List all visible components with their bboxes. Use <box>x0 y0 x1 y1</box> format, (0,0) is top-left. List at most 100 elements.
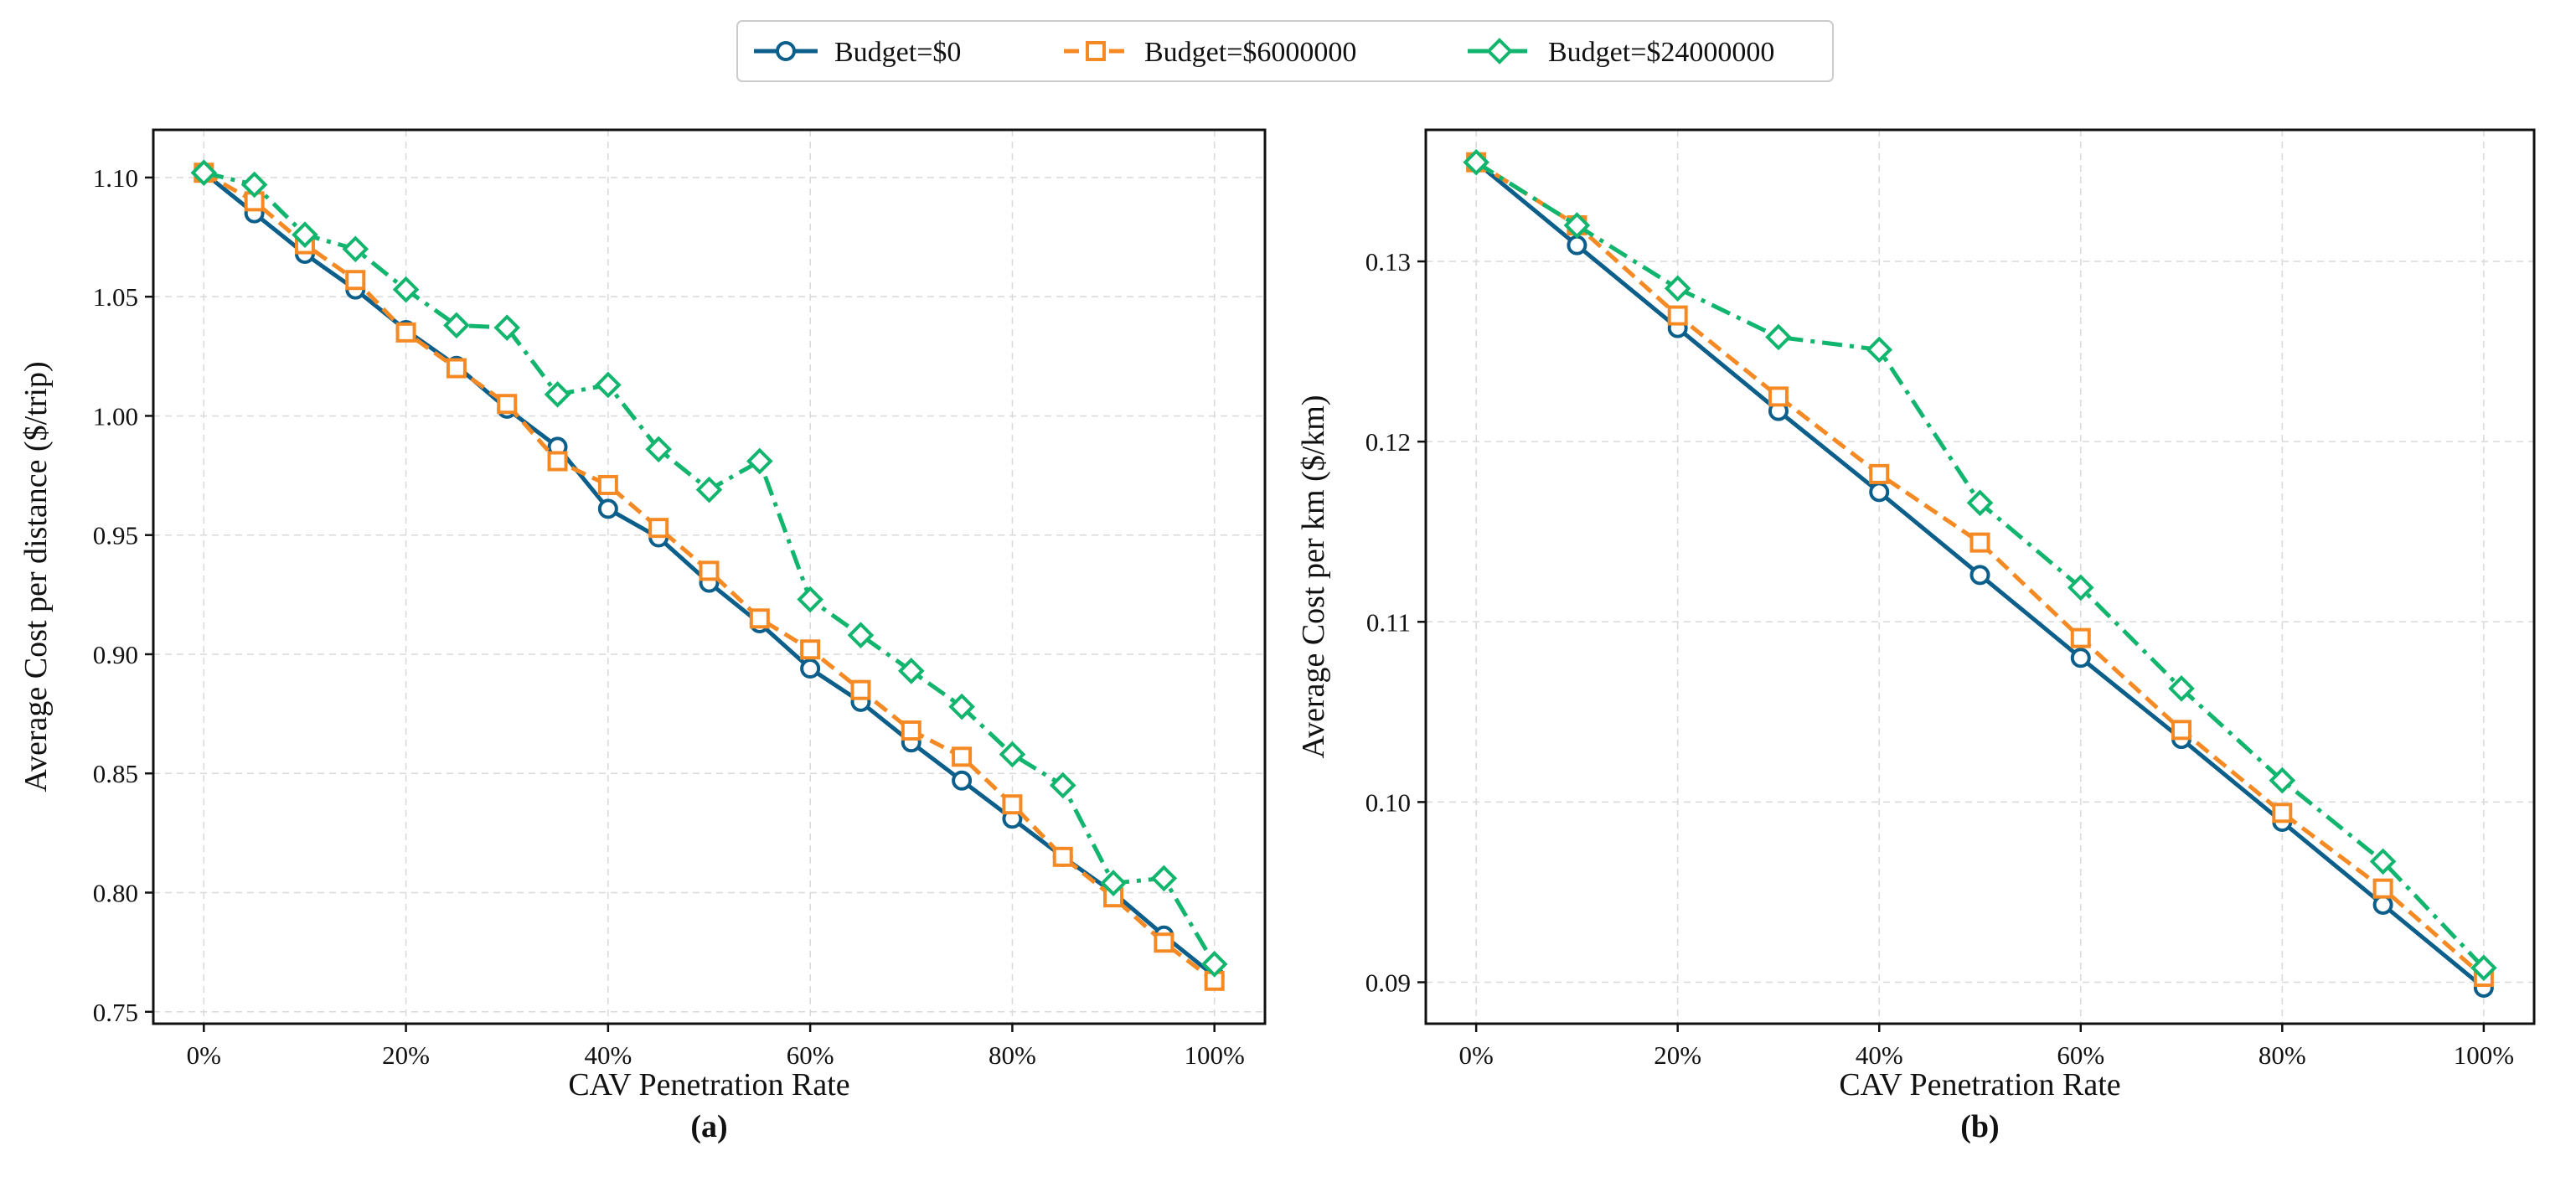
legend-entry-2: Budget=$24000000 <box>1468 37 1774 68</box>
x-tick-label-0: 0% <box>187 1040 221 1070</box>
data-point-s2-5 <box>443 312 470 339</box>
data-point-s1-8 <box>2272 803 2293 823</box>
data-point-s2-18 <box>1100 870 1127 896</box>
data-point-s2-10 <box>695 476 723 503</box>
y-tick-label-0: 0.09 <box>1365 968 1411 998</box>
data-point-s2-7 <box>2168 675 2195 702</box>
y-tick-label-2: 0.85 <box>93 759 138 788</box>
data-point-s2-1 <box>240 171 268 199</box>
data-point-s0-8 <box>597 498 618 519</box>
data-point-s2-15 <box>948 693 975 720</box>
data-point-s1-16 <box>1002 794 1023 815</box>
series-line-1 <box>1474 160 2486 978</box>
data-point-s1-12 <box>800 639 821 660</box>
data-point-s0-5 <box>1969 565 1990 586</box>
x-tick-label-1: 20% <box>1654 1040 1701 1070</box>
data-point-s1-13 <box>850 679 871 700</box>
data-point-s1-15 <box>952 746 973 767</box>
data-point-s2-2 <box>292 221 318 249</box>
data-point-s2-6 <box>2067 574 2094 601</box>
data-point-s2-3 <box>1765 323 1792 351</box>
x-axis-label: CAV Penetration Rate <box>1839 1067 2120 1102</box>
x-tick-label-5: 100% <box>2454 1040 2514 1070</box>
data-point-s2-10 <box>2470 954 2497 982</box>
data-point-s2-1 <box>1563 212 1591 239</box>
panel-label: (b) <box>1960 1109 1999 1144</box>
data-point-s2-13 <box>847 622 875 649</box>
x-tick-label-5: 100% <box>1185 1040 1245 1070</box>
data-point-s1-10 <box>699 560 720 581</box>
y-tick-label-1: 0.10 <box>1365 787 1411 817</box>
y-tick-label-0: 0.75 <box>93 998 138 1027</box>
data-point-s1-9 <box>648 518 669 539</box>
data-point-s2-0 <box>190 159 218 187</box>
data-point-s1-17 <box>1052 846 1073 867</box>
x-tick-label-3: 60% <box>2057 1040 2104 1070</box>
data-point-s1-14 <box>901 720 921 741</box>
x-tick-label-1: 20% <box>382 1040 430 1070</box>
legend-entry-0: Budget=$0 <box>754 37 961 68</box>
data-point-s2-16 <box>999 741 1026 768</box>
data-point-s0-9 <box>2372 895 2393 916</box>
chart-panel-b: 0% 20% 40% 60% 80% 100% 0.09 0.10 0.11 0.12 0.13 CA… <box>1296 128 2536 1144</box>
data-point-s2-5 <box>1966 489 1994 517</box>
data-point-s1-2 <box>1667 305 1688 326</box>
data-point-s0-1 <box>1567 235 1587 256</box>
x-tick-label-3: 60% <box>787 1040 834 1070</box>
data-point-s0-4 <box>1869 482 1890 503</box>
chart-panel-a: 0% 20% 40% 60% 80% 100% 0.75 0.80 0.85 0.90 0.95 1.… <box>18 128 1267 1144</box>
legend-label-1: Budget=$6000000 <box>1144 37 1356 68</box>
data-point-s0-6 <box>2070 648 2091 669</box>
data-point-s2-6 <box>493 314 521 341</box>
data-point-s2-3 <box>342 235 369 263</box>
data-point-s0-12 <box>800 658 821 679</box>
data-point-s1-19 <box>1154 932 1174 953</box>
y-tick-label-6: 1.05 <box>93 282 138 312</box>
x-tick-label-2: 40% <box>1856 1040 1903 1070</box>
x-tick-label-4: 80% <box>989 1040 1036 1070</box>
data-point-s2-11 <box>746 447 773 475</box>
data-point-s2-8 <box>2269 767 2296 794</box>
y-tick-label-4: 0.13 <box>1365 247 1411 276</box>
data-point-s1-6 <box>497 394 518 415</box>
plot-frame <box>1424 128 2536 1025</box>
data-point-s2-7 <box>544 381 571 408</box>
legend-label-0: Budget=$0 <box>834 37 961 68</box>
data-point-s1-3 <box>345 270 366 291</box>
data-point-s1-11 <box>749 608 770 629</box>
data-point-s1-9 <box>2372 878 2393 899</box>
data-point-s2-12 <box>797 586 823 613</box>
series-markers-2 <box>1463 148 2497 982</box>
data-point-s1-7 <box>2171 720 2192 741</box>
y-axis-label: Average Cost per km ($/km) <box>1296 395 1331 758</box>
data-point-s2-14 <box>897 658 925 684</box>
data-point-s2-19 <box>1150 865 1178 892</box>
series-markers-1 <box>194 163 1225 991</box>
y-axis-label: Average Cost per distance ($/trip) <box>18 361 54 792</box>
data-point-s2-20 <box>1200 951 1228 978</box>
series-markers-2 <box>190 159 1228 978</box>
legend-marker-2 <box>1486 38 1513 65</box>
data-point-s1-6 <box>2070 627 2091 648</box>
y-tick-label-5: 1.00 <box>93 401 138 431</box>
data-point-s2-17 <box>1049 772 1076 799</box>
data-point-s2-2 <box>1664 275 1691 302</box>
data-point-s1-4 <box>1869 463 1890 484</box>
data-point-s2-4 <box>392 276 420 303</box>
data-point-s2-9 <box>645 436 673 463</box>
y-tick-label-2: 0.11 <box>1366 607 1411 637</box>
panel-label: (a) <box>690 1109 727 1144</box>
y-tick-label-7: 1.10 <box>93 163 138 193</box>
x-tick-label-2: 40% <box>584 1040 632 1070</box>
data-point-s1-7 <box>547 451 568 472</box>
y-tick-label-3: 0.12 <box>1365 427 1411 457</box>
y-tick-label-4: 0.95 <box>93 521 138 550</box>
x-tick-label-0: 0% <box>1458 1040 1493 1070</box>
x-tick-label-4: 80% <box>2259 1040 2306 1070</box>
data-point-s1-5 <box>1969 532 1990 553</box>
data-point-s2-4 <box>1866 336 1893 364</box>
legend: Budget=$0 Budget=$6000000 Budget=$24000000 <box>736 20 1834 82</box>
data-point-s1-4 <box>395 322 416 343</box>
legend-marker-0 <box>776 41 796 61</box>
